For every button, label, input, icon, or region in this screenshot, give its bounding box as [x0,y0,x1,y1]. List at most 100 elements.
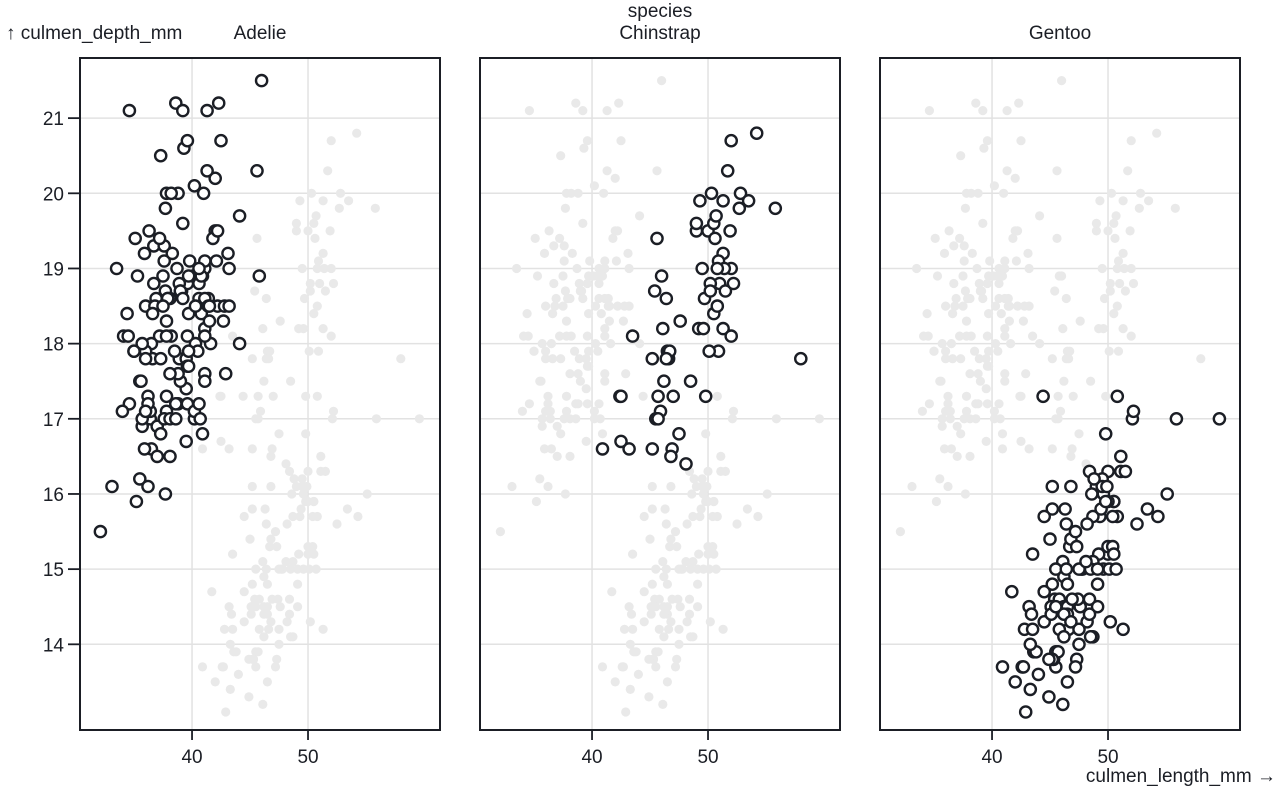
data-point-chinstrap [723,224,737,238]
data-point-adelie [202,299,217,313]
background-point [267,594,277,604]
data-point-gentoo [1160,487,1174,501]
background-point [1004,316,1015,326]
background-point [549,241,559,251]
background-point [1061,354,1071,364]
background-point [659,609,669,619]
data-point-chinstrap [741,193,756,208]
background-point [1105,286,1115,296]
background-point [252,233,262,243]
data-point-adelie [128,231,142,246]
background-point [709,549,719,559]
background-point [1113,346,1124,356]
background-point [626,609,637,619]
background-point [585,256,595,266]
background-point [654,594,664,604]
background-point [274,564,284,574]
background-point [931,496,942,507]
data-point-gentoo [1126,404,1141,419]
background-point [664,624,674,634]
background-point [1109,309,1119,319]
data-point-chinstrap [645,442,660,456]
background-point [616,136,626,146]
background-point [265,542,275,552]
data-point-adelie [192,396,206,411]
background-point [573,188,583,198]
x-tick-label: 40 [581,747,602,768]
data-point-chinstrap [679,457,693,471]
background-point [1110,233,1120,243]
background-point [1091,226,1101,236]
background-point [967,248,977,258]
background-point [924,106,935,116]
data-point-gentoo [1045,479,1060,494]
background-point [651,662,661,672]
background-point [264,624,274,634]
data-point-adelie [120,306,134,321]
background-point [1104,346,1114,356]
background-point [325,226,335,236]
background-point [326,136,336,146]
background-point [567,248,577,258]
data-point-chinstrap [718,284,733,298]
background-point [301,496,311,507]
background-point [313,346,324,356]
x-tick-label: 50 [297,747,318,768]
background-point [342,504,352,514]
background-point [693,579,703,589]
background-point [594,263,604,274]
background-point [1016,136,1026,146]
data-point-chinstrap [703,284,718,298]
background-point [1004,301,1015,311]
background-point [1058,324,1068,334]
data-point-adelie [200,163,214,178]
background-point [1021,369,1031,379]
background-point [984,361,994,371]
background-point [225,684,235,695]
data-point-adelie [202,314,217,328]
data-point-adelie [138,351,153,366]
background-point [301,429,311,439]
data-point-adelie [214,133,228,148]
background-point [414,414,424,424]
background-point [672,542,682,552]
data-point-gentoo [1105,509,1120,524]
background-point [984,346,994,356]
background-point [239,587,249,597]
background-point [344,196,354,206]
background-point [979,143,989,153]
background-point [771,414,782,424]
background-point [216,436,226,446]
data-point-chinstrap [702,344,717,359]
background-point [544,226,554,236]
background-point [559,241,569,251]
background-point [221,707,231,717]
facet-gentoo: 40 50 [879,57,1241,768]
background-point [247,354,257,364]
data-point-gentoo [1045,577,1060,592]
background-point [262,677,272,687]
background-point [1000,331,1010,341]
background-point [1128,278,1139,289]
background-point [267,444,277,454]
data-point-adelie [129,494,144,509]
background-point [312,391,322,401]
data-point-gentoo [1103,615,1118,629]
data-point-adelie [187,178,202,193]
facet-frame [79,57,441,731]
background-point [287,489,297,499]
background-point [949,278,959,289]
background-point [681,557,691,567]
background-point [318,324,328,334]
background-point [1106,188,1117,198]
background-point [239,511,249,522]
data-point-chinstrap [698,389,713,404]
background-point [546,339,557,349]
background-point [253,647,263,657]
background-point [701,496,711,507]
background-point [762,489,772,499]
background-point [651,602,661,612]
background-point [672,654,682,664]
data-point-chinstrap [724,329,739,343]
background-point [600,331,610,341]
